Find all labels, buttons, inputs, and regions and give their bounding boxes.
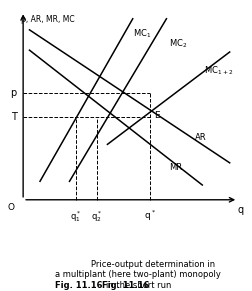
Text: MR: MR: [170, 163, 183, 172]
Text: MC$_2$: MC$_2$: [169, 37, 187, 50]
Text: Fig. 11.16 Price-output determination in
a multiplant (here two-plant) monopoly
: Fig. 11.16 Price-output determination in…: [42, 260, 210, 290]
Text: q: q: [237, 205, 243, 215]
Text: q$_2^*$: q$_2^*$: [91, 209, 103, 224]
Text: Price-output determination in
a multiplant (here two-plant) monopoly
in the shor: Price-output determination in a multipla…: [55, 260, 221, 290]
Text: q$_1^*$: q$_1^*$: [70, 209, 81, 224]
Text: AR: AR: [195, 133, 207, 142]
Text: O: O: [8, 203, 15, 212]
Text: E: E: [154, 111, 160, 120]
Text: p, AR, MR, MC: p, AR, MR, MC: [21, 15, 75, 24]
Text: Fig. 11.16: Fig. 11.16: [55, 281, 103, 290]
Text: Fig. 11.16: Fig. 11.16: [102, 281, 150, 290]
Text: MC$_{1+2}$: MC$_{1+2}$: [204, 65, 234, 77]
Text: T: T: [11, 112, 17, 122]
Text: q$^*$: q$^*$: [144, 209, 156, 223]
Text: p: p: [11, 88, 17, 98]
Text: MC$_1$: MC$_1$: [133, 28, 151, 40]
